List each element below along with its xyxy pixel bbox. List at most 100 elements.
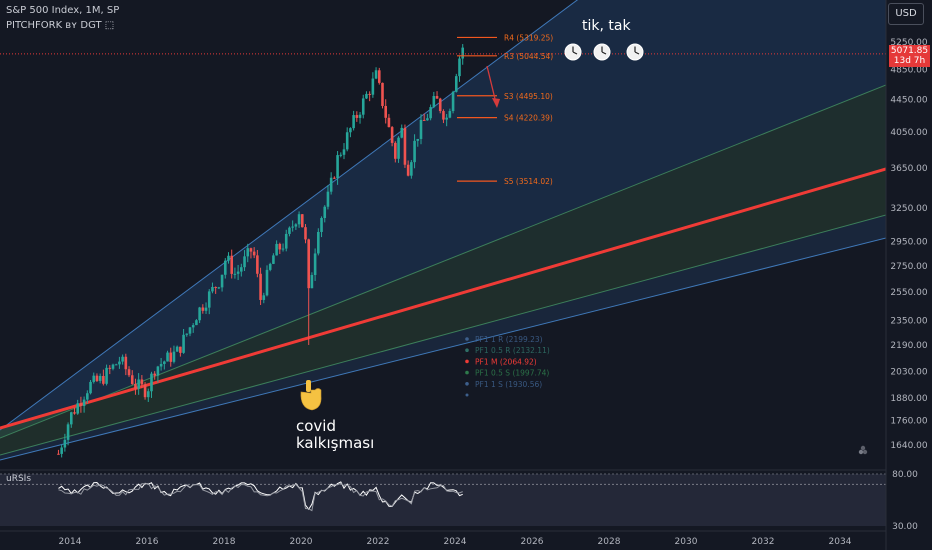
price-tick: 1760.00 xyxy=(890,417,927,427)
candle-body xyxy=(278,243,282,250)
candle-body xyxy=(57,453,60,455)
candle-body xyxy=(422,119,426,121)
currency-button[interactable]: USD xyxy=(888,3,924,25)
time-tick: 2026 xyxy=(521,537,544,547)
candle-body xyxy=(265,269,269,296)
candle-body xyxy=(432,96,436,108)
candle-body xyxy=(150,373,153,392)
time-tick: 2014 xyxy=(59,537,82,547)
candle-body xyxy=(454,76,458,92)
price-tick: 2550.00 xyxy=(890,288,927,298)
candle-body xyxy=(268,263,272,270)
price-axis[interactable]: 5250.00 4850.00 4450.00 4050.00 3650.00 3250.… xyxy=(885,0,932,550)
candle-body xyxy=(349,128,352,133)
level-label-s5: S5 (3514.02) xyxy=(504,177,553,186)
candle-body xyxy=(300,214,304,228)
candle-body xyxy=(320,218,323,232)
candle-body xyxy=(394,142,397,159)
pitchfork-layer xyxy=(0,0,886,461)
down-arrow-line xyxy=(486,65,497,104)
legend-dot xyxy=(465,348,469,353)
candle-body xyxy=(377,70,381,83)
candle-body xyxy=(130,375,134,384)
down-arrow-head xyxy=(492,98,500,108)
candle-body xyxy=(355,115,359,118)
pitchfork-upper-half-line xyxy=(0,84,886,439)
candle-body xyxy=(448,111,452,118)
candle-body xyxy=(79,403,83,406)
candle-body xyxy=(281,248,285,250)
level-label-s3: S3 (4495.10) xyxy=(504,92,553,101)
candle-body xyxy=(179,346,182,353)
candle-body xyxy=(146,391,150,398)
time-tick: 2018 xyxy=(213,537,236,547)
candle-body xyxy=(342,149,346,155)
candle-body xyxy=(262,295,266,300)
candle-body xyxy=(326,191,330,207)
candle-body xyxy=(98,375,102,381)
candle-body xyxy=(445,117,448,120)
candles-layer xyxy=(57,44,464,458)
candle-body xyxy=(191,325,195,328)
candle-body xyxy=(63,439,67,448)
candle-body xyxy=(336,155,339,179)
time-tick: 2034 xyxy=(829,537,852,547)
pitchfork-lower-half-line xyxy=(0,214,886,456)
current-price: 5071.85 xyxy=(890,46,929,56)
candle-body xyxy=(381,82,384,106)
price-tick: 5250.00 xyxy=(890,38,927,48)
rsi-pane xyxy=(0,469,886,526)
candle-body xyxy=(451,91,455,112)
time-tick: 2022 xyxy=(367,537,390,547)
candle-body xyxy=(294,224,298,227)
candle-body xyxy=(297,214,301,225)
candle-body xyxy=(284,233,288,249)
legend-entry: PF1 1 R (2199.23) xyxy=(475,335,543,344)
candle-body xyxy=(217,287,221,289)
candle-body xyxy=(339,154,343,156)
candle-body xyxy=(169,352,173,362)
candle-body xyxy=(204,307,208,311)
price-tick: 4450.00 xyxy=(890,95,927,105)
price-tick: 2750.00 xyxy=(890,262,927,272)
candle-body xyxy=(272,255,275,264)
candle-body xyxy=(163,361,166,364)
settings-dot-icon xyxy=(858,449,864,455)
candle-body xyxy=(230,255,233,274)
price-tick: 3250.00 xyxy=(890,204,927,214)
candle-body xyxy=(461,47,464,59)
candle-body xyxy=(403,127,407,165)
candle-body xyxy=(397,137,400,159)
candle-body xyxy=(143,384,147,398)
candle-body xyxy=(365,93,368,99)
ticktack-annotation[interactable]: tik, tak xyxy=(582,18,631,34)
candle-body xyxy=(307,239,310,289)
covid-annotation[interactable]: covid kalkışması xyxy=(296,418,374,452)
pitchfork-median-line xyxy=(0,167,886,430)
time-axis[interactable]: 2014 2016 2018 2020 2022 2024 2026 2028 2030 2032… xyxy=(0,530,886,547)
candle-body xyxy=(108,367,112,369)
indicator-label[interactable]: PITCHFORK ʙʏ DGT ⬚ xyxy=(6,20,115,31)
level-label-r3: R3 (5044.54) xyxy=(504,52,553,61)
rsi-label[interactable]: uRSIs xyxy=(6,474,32,484)
candle-body xyxy=(252,251,256,256)
candle-body xyxy=(313,253,317,275)
candle-body xyxy=(419,119,423,139)
candle-body xyxy=(275,243,278,256)
candle-body xyxy=(82,399,86,406)
clock-hand xyxy=(572,51,578,55)
candle-body xyxy=(358,114,362,118)
levels-layer: R4 (5319.25) R3 (5044.54) S3 (4495.10) S4 (… xyxy=(0,33,886,186)
candle-body xyxy=(384,105,387,118)
candle-body xyxy=(214,286,217,288)
candle-body xyxy=(172,351,176,362)
candle-body xyxy=(198,307,201,321)
candle-body xyxy=(256,255,259,274)
candle-body xyxy=(166,352,169,362)
price-tick: 4850.00 xyxy=(890,65,927,75)
candle-body xyxy=(156,366,160,376)
legend-dot xyxy=(465,359,469,364)
candle-body xyxy=(368,93,371,95)
candle-body xyxy=(121,356,124,362)
